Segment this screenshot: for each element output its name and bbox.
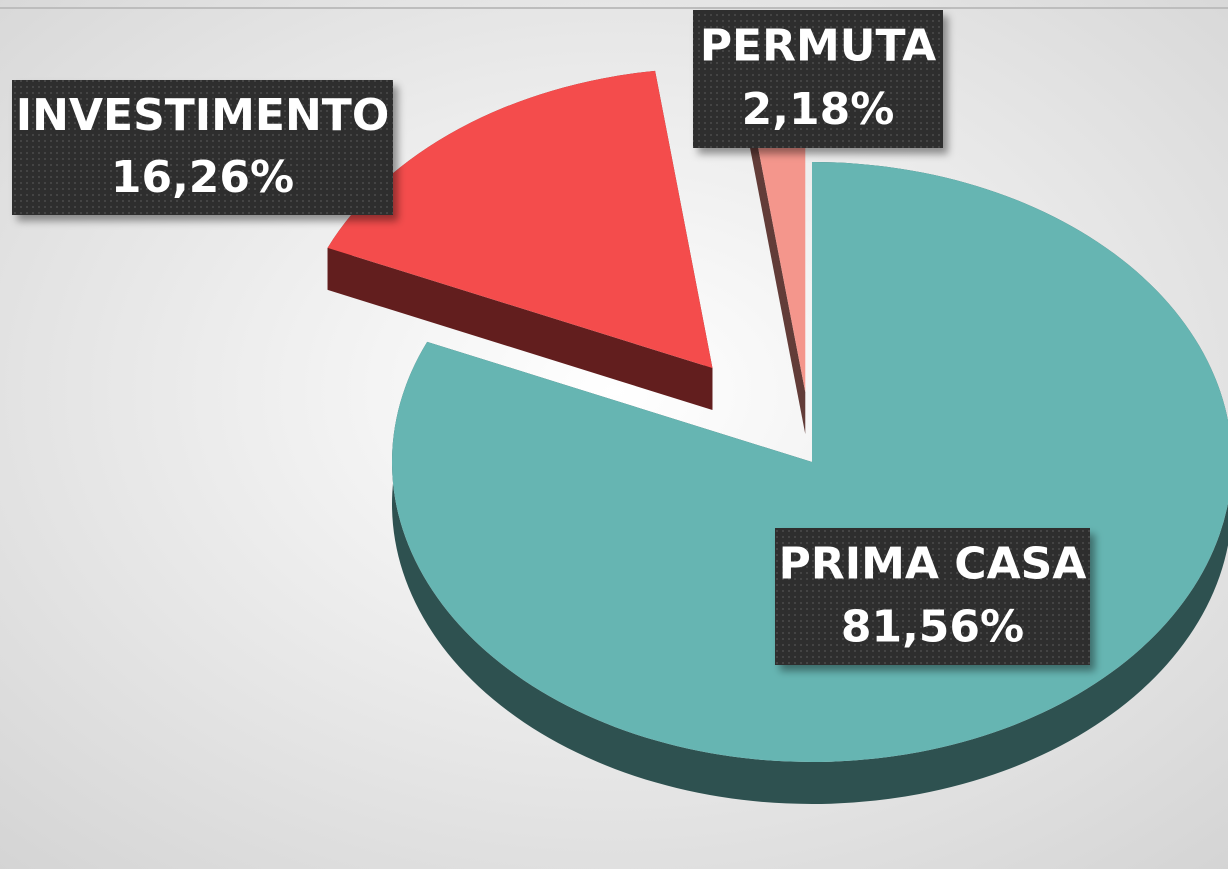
slice-edge: [747, 94, 806, 435]
label-box: [693, 10, 943, 148]
pie-labels: PRIMA CASA 81,56% INVESTIMENTO 16,26% PERMUT…: [12, 10, 1090, 665]
slice-category: PERMUTA: [700, 21, 936, 72]
slice-value-label: 2,18%: [742, 84, 895, 135]
slice-value-label: 16,26%: [111, 152, 294, 203]
slice-value-label: 81,56%: [841, 601, 1024, 652]
slice-edge: [327, 247, 713, 411]
slice-category: INVESTIMENTO: [16, 90, 389, 141]
label-box: [12, 80, 393, 215]
slice-category: PRIMA CASA: [779, 538, 1087, 589]
slice: [747, 92, 806, 393]
slice: [327, 70, 713, 369]
label-box: [775, 528, 1090, 665]
